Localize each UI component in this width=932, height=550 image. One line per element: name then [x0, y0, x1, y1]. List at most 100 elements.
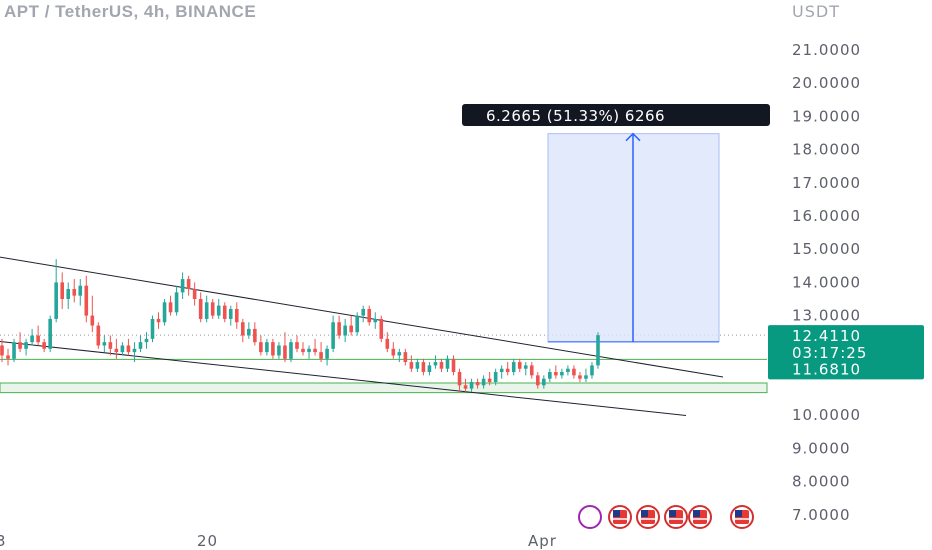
candle — [397, 348, 402, 363]
candle-body — [150, 318, 155, 339]
candle-body — [265, 342, 269, 353]
flag-canton — [641, 510, 648, 517]
candle — [108, 335, 113, 356]
candle — [343, 318, 347, 343]
candle-body — [198, 299, 203, 319]
candle-body — [403, 352, 408, 363]
candle-body — [66, 289, 71, 299]
candle — [367, 305, 372, 326]
candle — [493, 368, 498, 386]
candle — [457, 368, 462, 392]
candle — [120, 342, 125, 356]
candle-body — [228, 308, 233, 319]
candle — [511, 358, 516, 376]
candle — [542, 375, 546, 389]
candle-body — [349, 325, 353, 333]
candle-body — [102, 342, 107, 346]
candle-body — [289, 342, 293, 359]
candle-body — [301, 348, 305, 353]
candle — [18, 332, 22, 353]
chart-title: APT / TetherUS, 4h, BINANCE — [4, 2, 257, 21]
candle — [391, 342, 396, 359]
y-tick-label: 13.0000 — [792, 307, 861, 325]
candle — [78, 279, 83, 306]
support-zone[interactable] — [0, 358, 768, 394]
candle-body — [216, 305, 221, 316]
candle-body — [481, 378, 486, 386]
candle-body — [30, 335, 34, 343]
candle-body — [168, 302, 173, 313]
flag-canton — [693, 510, 700, 517]
candle-body — [156, 318, 161, 323]
time-axis[interactable]: 3 20 Apr — [0, 532, 557, 550]
candle — [241, 318, 245, 343]
candle — [54, 259, 58, 323]
candle — [42, 338, 46, 353]
candle — [156, 312, 161, 329]
price-axis[interactable]: 21.0000 20.0000 19.0000 18.0000 17.0000 16.00… — [792, 41, 861, 524]
candle-body — [397, 352, 402, 356]
candle-body — [331, 322, 335, 349]
candle — [259, 335, 263, 356]
candle — [138, 335, 143, 353]
candle-body — [36, 335, 40, 343]
support-zone-rect — [0, 382, 768, 394]
candle — [66, 282, 71, 309]
candle-body — [590, 365, 594, 376]
candle-body — [96, 325, 101, 346]
trendlines[interactable] — [0, 256, 724, 417]
candle-body — [560, 372, 564, 376]
candle — [403, 348, 408, 366]
measure-tool[interactable]: 6.2665 (51.33%) 6266 — [462, 104, 770, 343]
y-tick-label: 21.0000 — [792, 41, 861, 59]
candle-body — [337, 322, 341, 336]
candle — [289, 338, 293, 363]
candle-body — [469, 382, 474, 389]
candle-body — [584, 375, 588, 379]
y-tick-label: 18.0000 — [792, 141, 861, 159]
candle-body — [138, 342, 143, 349]
candle-body — [457, 372, 462, 386]
candle — [379, 315, 384, 343]
candle — [409, 355, 414, 373]
candle-body — [60, 282, 65, 299]
candle — [439, 358, 444, 373]
event-flags[interactable] — [578, 505, 754, 529]
y-tick-label: 9.0000 — [792, 439, 851, 457]
candle — [596, 332, 600, 369]
candle — [0, 338, 4, 363]
candle-body — [529, 365, 534, 376]
candle — [277, 342, 281, 359]
candle-body — [427, 365, 432, 373]
candle — [355, 312, 359, 336]
candle-body — [523, 365, 528, 369]
candle-body — [295, 342, 299, 349]
candle-body — [445, 358, 450, 369]
candle — [222, 302, 227, 323]
candle-body — [433, 362, 438, 366]
candle — [517, 358, 522, 373]
candle — [180, 272, 185, 299]
y-tick-label: 16.0000 — [792, 207, 861, 225]
candle — [162, 299, 167, 326]
candle-body — [120, 345, 125, 353]
y-tick-label: 10.0000 — [792, 406, 861, 424]
candle-body — [277, 345, 281, 356]
countdown-timer: 03:17:25 — [792, 344, 867, 362]
candle-body — [596, 335, 600, 366]
candle — [319, 342, 323, 363]
candle-body — [253, 328, 257, 343]
candle-body — [373, 318, 378, 323]
candle — [126, 338, 131, 356]
candle-body — [361, 308, 366, 316]
candle-body — [283, 345, 287, 359]
candle-body — [493, 372, 498, 382]
level-price-label-bg — [768, 358, 924, 380]
candle-body — [54, 282, 58, 319]
candle-body — [132, 348, 137, 353]
candle-body — [162, 302, 167, 323]
candle-body — [385, 338, 390, 349]
candle — [271, 338, 275, 359]
candle-body — [90, 315, 95, 326]
